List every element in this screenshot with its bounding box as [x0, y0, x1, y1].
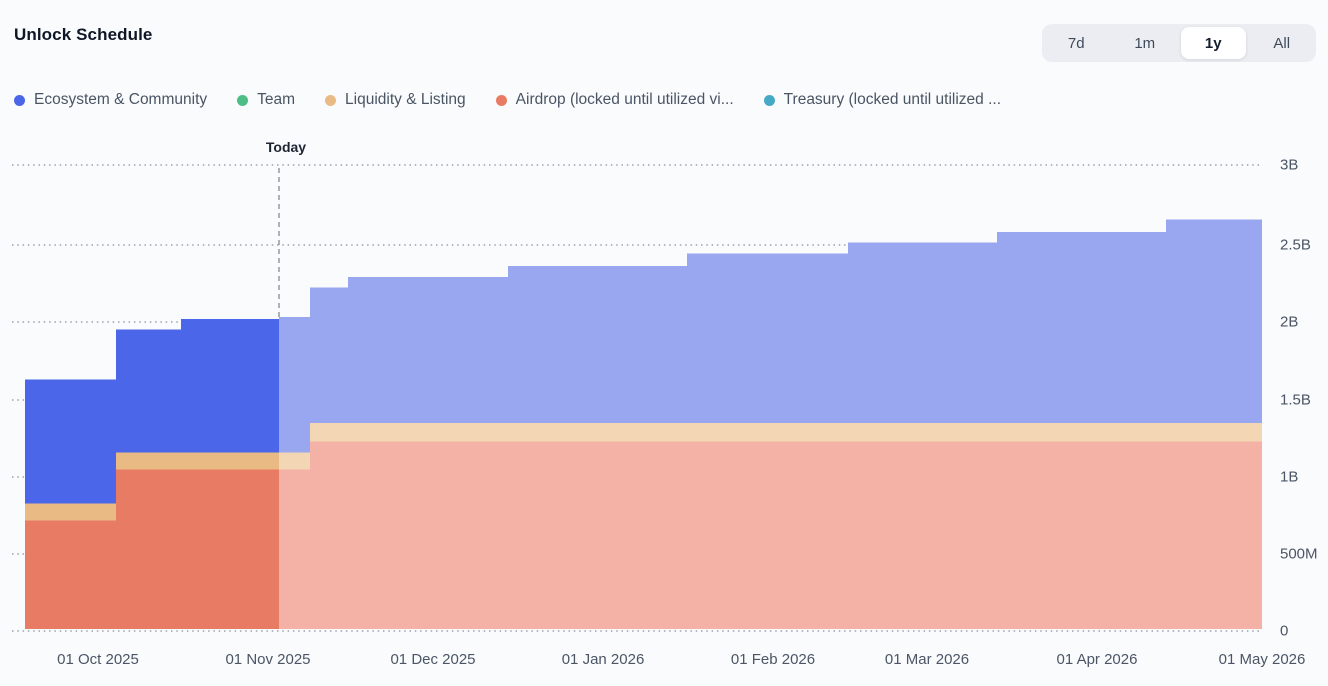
area-airdrop	[997, 441, 1166, 629]
y-axis-label: 1.5B	[1280, 391, 1311, 409]
area-liquidity	[997, 422, 1166, 442]
legend-dot-icon	[495, 94, 507, 106]
area-liquidity	[508, 422, 687, 442]
x-axis-label: 01 May 2026	[1218, 651, 1306, 668]
area-liquidity	[348, 422, 508, 442]
area-airdrop	[310, 441, 348, 629]
area-airdrop	[25, 520, 116, 629]
y-axis-label: 2B	[1280, 313, 1299, 331]
x-axis-label: 01 Jan 2026	[561, 651, 645, 668]
legend-item[interactable]: Team	[237, 91, 295, 109]
legend-item[interactable]: Ecosystem & Community	[14, 91, 207, 109]
range-button-1y[interactable]: 1y	[1181, 27, 1246, 59]
area-ecosystem	[181, 318, 279, 453]
area-airdrop	[687, 441, 848, 629]
y-axis-label: 2.5B	[1280, 236, 1311, 254]
x-axis-label: 01 Nov 2025	[225, 651, 311, 668]
legend-label: Treasury (locked until utilized ...	[783, 91, 1002, 108]
legend-dot-icon	[763, 94, 775, 106]
today-label: Today	[265, 139, 307, 155]
area-ecosystem	[348, 276, 508, 423]
area-liquidity	[310, 422, 348, 442]
legend-item[interactable]: Treasury (locked until utilized ...	[763, 91, 1002, 109]
area-liquidity	[116, 452, 181, 470]
area-ecosystem	[25, 379, 116, 504]
legend-label: Ecosystem & Community	[34, 91, 208, 108]
legend-dot-icon	[325, 94, 337, 106]
area-liquidity	[1166, 422, 1262, 442]
area-ecosystem	[116, 329, 181, 453]
x-axis-label: 01 Oct 2025	[57, 651, 139, 668]
range-button-1m[interactable]: 1m	[1113, 27, 1178, 59]
legend-item[interactable]: Airdrop (locked until utilized vi...	[495, 91, 734, 109]
area-liquidity	[848, 422, 997, 442]
area-ecosystem	[848, 242, 997, 423]
legend-label: Team	[257, 91, 296, 108]
area-airdrop	[279, 469, 310, 629]
page-title: Unlock Schedule	[14, 25, 153, 44]
range-button-7d[interactable]: 7d	[1044, 27, 1109, 59]
area-ecosystem	[279, 317, 310, 453]
y-axis-label: 0	[1280, 622, 1289, 640]
area-liquidity	[279, 452, 310, 470]
area-airdrop	[181, 469, 279, 629]
x-axis-label: 01 Mar 2026	[884, 651, 970, 668]
area-airdrop	[848, 441, 997, 629]
y-axis-label: 3B	[1280, 156, 1299, 174]
x-axis-label: 01 Feb 2026	[730, 651, 816, 668]
area-liquidity	[687, 422, 848, 442]
area-liquidity	[181, 452, 279, 470]
area-liquidity	[25, 503, 116, 521]
area-ecosystem	[508, 265, 687, 423]
range-button-All[interactable]: All	[1250, 27, 1315, 59]
area-ecosystem	[1166, 219, 1262, 423]
legend-dot-icon	[237, 94, 249, 106]
area-airdrop	[116, 469, 181, 629]
area-airdrop	[1166, 441, 1262, 629]
area-airdrop	[348, 441, 508, 629]
legend-dot-icon	[14, 94, 25, 106]
legend-item[interactable]: Liquidity & Listing	[325, 91, 466, 109]
legend: Ecosystem & Community Team Liquidity & Lis…	[14, 91, 1001, 109]
legend-label: Liquidity & Listing	[345, 91, 466, 108]
area-ecosystem	[997, 231, 1166, 423]
area-ecosystem	[310, 287, 348, 423]
area-ecosystem	[687, 253, 848, 423]
y-axis-label: 500M	[1280, 545, 1318, 563]
x-axis-label: 01 Dec 2025	[390, 651, 476, 668]
y-axis-label: 1B	[1280, 468, 1299, 486]
area-airdrop	[508, 441, 687, 629]
range-selector: 7d 1m 1y All	[1042, 24, 1316, 62]
x-axis-label: 01 Apr 2026	[1056, 651, 1138, 668]
legend-label: Airdrop (locked until utilized vi...	[515, 91, 734, 108]
